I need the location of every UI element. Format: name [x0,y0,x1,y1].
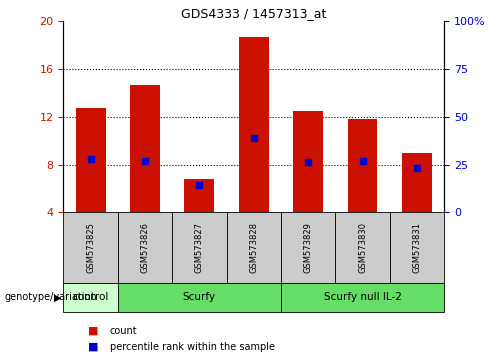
Point [304,159,312,165]
Bar [172,212,226,283]
Point [141,158,149,164]
Text: ■: ■ [88,342,99,352]
Text: ▶: ▶ [54,292,61,302]
Bar [118,283,281,312]
Text: ■: ■ [88,326,99,336]
Text: GSM573828: GSM573828 [249,222,258,273]
Text: GSM573829: GSM573829 [304,222,313,273]
Bar [347,119,378,212]
Bar [63,212,118,283]
Bar [335,212,390,283]
Text: percentile rank within the sample: percentile rank within the sample [110,342,275,352]
Point [359,158,366,164]
Bar [390,212,444,283]
Text: GSM573827: GSM573827 [195,222,204,273]
Bar [281,283,444,312]
Bar [226,212,281,283]
Text: GSM573831: GSM573831 [412,222,422,273]
Text: Scurfy null IL-2: Scurfy null IL-2 [324,292,402,302]
Point [87,156,95,161]
Bar [184,179,214,212]
Text: Scurfy: Scurfy [183,292,216,302]
Bar [118,212,172,283]
Text: GSM573825: GSM573825 [86,222,95,273]
Text: GSM573830: GSM573830 [358,222,367,273]
Bar [281,212,335,283]
Text: count: count [110,326,138,336]
Bar [239,37,269,212]
Bar [293,111,323,212]
Point [196,182,203,188]
Bar [402,153,432,212]
Point [250,136,258,141]
Title: GDS4333 / 1457313_at: GDS4333 / 1457313_at [181,7,326,20]
Point [413,165,421,171]
Bar [63,283,118,312]
Text: genotype/variation: genotype/variation [5,292,98,302]
Text: control: control [72,292,109,302]
Text: GSM573826: GSM573826 [141,222,149,273]
Bar [130,85,160,212]
Bar [76,108,105,212]
